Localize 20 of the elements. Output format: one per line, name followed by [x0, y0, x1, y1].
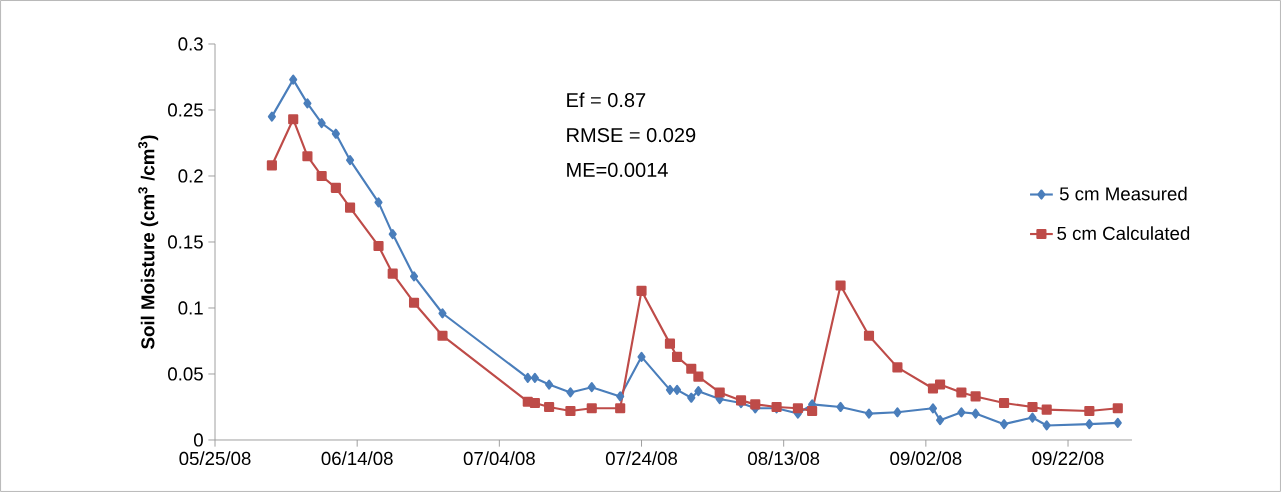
y-tick-label: 0.2 — [178, 169, 203, 183]
legend-label: 5 cm Calculated — [1057, 226, 1190, 240]
y-tick-label: 0.25 — [168, 103, 203, 117]
annotation: Ef = 0.87 — [567, 92, 646, 108]
legend-label: 5 cm Measured — [1059, 186, 1187, 201]
x-tick-label: 07/04/08 — [463, 451, 535, 466]
y-tick-label: 0.05 — [168, 367, 203, 381]
annotation: ME=0.0014 — [567, 162, 668, 177]
x-tick-label: 07/24/08 — [605, 451, 678, 466]
y-tick-label: 0.1 — [178, 301, 203, 315]
y-tick-label: 0 — [193, 433, 203, 447]
x-tick-label: 05/25/08 — [179, 451, 251, 466]
annotation: RMSE = 0.029 — [567, 127, 696, 143]
x-tick-label: 06/14/08 — [321, 451, 393, 466]
y-tick-label: 0.3 — [178, 37, 203, 51]
y-tick-label: 0.15 — [168, 235, 203, 249]
y-axis-title: Soil Moisture (cm$^{3}$ /cm$^{3}$) — [138, 135, 159, 349]
x-tick-label: 09/02/08 — [890, 451, 962, 466]
x-tick-label: 09/22/08 — [1032, 451, 1104, 466]
x-tick-label: 08/13/08 — [748, 451, 820, 466]
